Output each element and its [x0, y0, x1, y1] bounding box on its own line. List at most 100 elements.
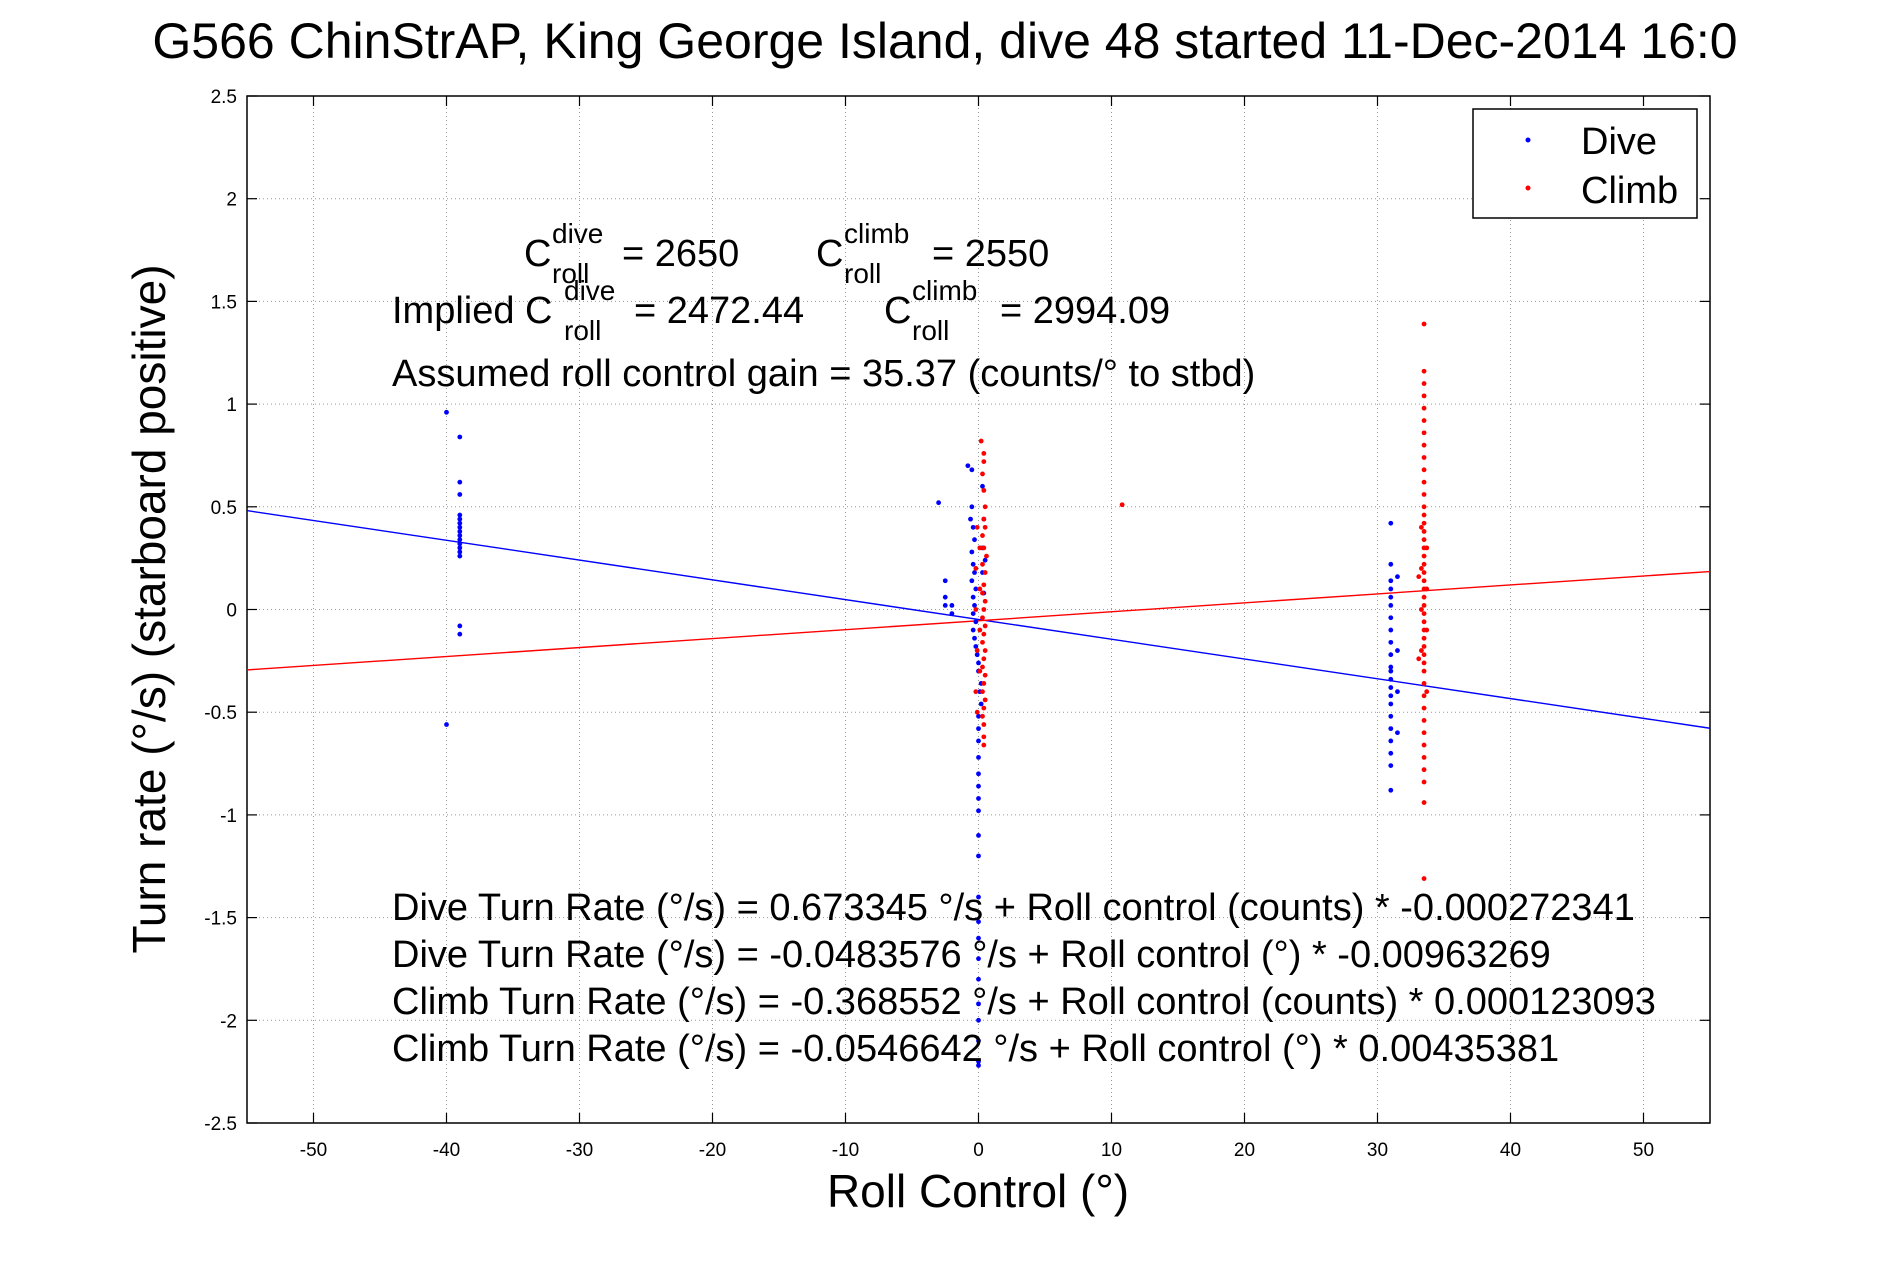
dive-point [970, 561, 976, 567]
dive-point [972, 635, 977, 641]
dive-point [976, 935, 981, 941]
dive-point [1388, 701, 1394, 707]
climb-point [1421, 381, 1427, 386]
dive-point [457, 533, 463, 538]
climb-point [1421, 418, 1427, 423]
climb-point [980, 615, 985, 621]
climb-point [1421, 594, 1427, 600]
climb-point [981, 545, 987, 551]
dive-point [976, 771, 981, 777]
dive-point [976, 1017, 981, 1023]
climb-point [974, 524, 980, 530]
x-tick-label: 0 [973, 1140, 984, 1161]
dive-point [457, 479, 463, 485]
dive-point [976, 956, 981, 962]
climb-point [1421, 800, 1427, 805]
climb-point [981, 742, 987, 748]
climb-point [1424, 627, 1430, 633]
climb-point [1418, 648, 1424, 653]
y-tick-label: -0.5 [204, 703, 237, 724]
climb-point [980, 533, 985, 538]
dive-point [973, 619, 979, 625]
fit-lines [246, 509, 1711, 729]
dive-point [973, 644, 979, 649]
dive-point [1388, 713, 1394, 719]
dive-point [1388, 668, 1394, 674]
climb-point [981, 656, 987, 662]
implied-dive-sup: dive [564, 275, 615, 306]
climb-point [1421, 668, 1427, 674]
climb-point [1424, 586, 1430, 592]
climb-point [1421, 553, 1427, 559]
dive-point [982, 557, 988, 563]
implied-climb-symbol: C [884, 290, 911, 332]
climb-point [1421, 570, 1427, 575]
y-tick-label: -2.5 [204, 1114, 237, 1135]
climb-point [1421, 321, 1427, 327]
legend-climb-label: Climb [1581, 170, 1678, 212]
dive-point [1388, 763, 1394, 769]
climb-point [1421, 368, 1427, 374]
y-tick-label: -1 [220, 806, 237, 827]
dive-point [972, 570, 977, 575]
climb-point [1421, 561, 1427, 567]
legend-box [1472, 108, 1698, 219]
dive-point [1388, 750, 1394, 756]
dive-point [1388, 602, 1394, 608]
dive-point [1388, 520, 1394, 526]
dive-point [457, 537, 463, 543]
climb-point [1421, 504, 1427, 510]
x-tick-label: -10 [832, 1140, 859, 1161]
dive-point [1395, 689, 1400, 695]
climb-point [977, 668, 983, 674]
dive-point [1388, 561, 1394, 567]
climb-point [1421, 520, 1427, 526]
climb-point [980, 664, 985, 670]
dive-point [942, 594, 948, 600]
climb-point [1421, 492, 1427, 497]
dive-point [457, 434, 463, 440]
dive-point [978, 701, 984, 707]
dive-point [976, 1058, 981, 1064]
dive-point [1388, 627, 1394, 633]
implied-dive-prefix: Implied C [392, 290, 553, 332]
dive-series [444, 409, 1400, 1068]
equation-dive-counts: Dive Turn Rate (°/s) = 0.673345 °/s + Ro… [392, 887, 1635, 929]
climb-point [1421, 529, 1427, 534]
climb-point [981, 582, 987, 588]
climb-point [981, 516, 987, 522]
dive-point [1388, 594, 1394, 600]
dive-fit-line [246, 509, 1711, 729]
dive-point [980, 483, 985, 489]
c-roll-dive-sup: dive [552, 218, 603, 249]
dive-point [444, 722, 449, 727]
x-tick-label: 30 [1367, 1140, 1388, 1161]
y-axis-label: Turn rate (°/s) (starboard positive) [123, 264, 175, 953]
dive-point [969, 578, 975, 584]
dive-point [969, 467, 975, 473]
equation-climb-degrees: Climb Turn Rate (°/s) = -0.0546642 °/s +… [392, 1028, 1559, 1070]
c-roll-climb-value: = 2550 [932, 233, 1049, 275]
climb-point [980, 689, 985, 695]
implied-dive-value: = 2472.44 [634, 290, 804, 332]
data-points [444, 321, 1430, 1068]
c-roll-dive-value: = 2650 [622, 233, 739, 275]
dive-point [457, 631, 463, 637]
legend-climb-marker [1525, 185, 1531, 191]
equation-climb-counts: Climb Turn Rate (°/s) = -0.368552 °/s + … [392, 981, 1656, 1023]
x-tick-label: -50 [300, 1140, 327, 1161]
climb-point [980, 471, 985, 477]
dive-point [974, 652, 980, 658]
dive-point [972, 537, 977, 543]
dive-point [1388, 676, 1394, 682]
dive-point [973, 586, 979, 592]
fit-equations: Dive Turn Rate (°/s) = 0.673345 °/s + Ro… [392, 887, 1656, 1070]
c-roll-climb-sub: roll [844, 258, 881, 289]
c-roll-dive-symbol: C [524, 233, 551, 275]
dive-point [457, 549, 463, 555]
climb-point [974, 709, 980, 715]
dive-point [970, 627, 976, 633]
climb-point [1421, 467, 1427, 473]
climb-point [973, 689, 979, 695]
climb-point [1416, 656, 1422, 662]
